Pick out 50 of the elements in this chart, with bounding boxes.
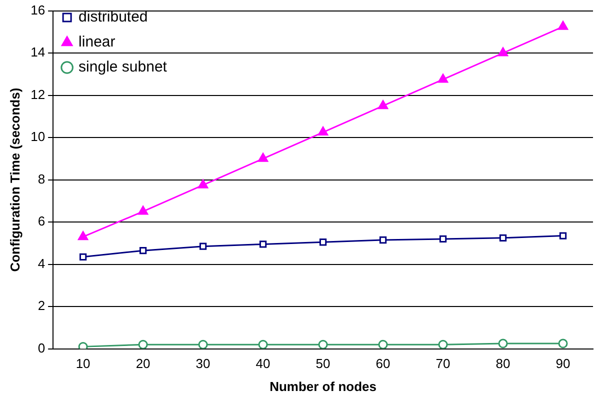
x-tick-label: 90: [556, 356, 570, 372]
x-tick-label: 10: [76, 356, 90, 372]
point: [499, 234, 507, 242]
x-tick-label: 80: [496, 356, 510, 372]
point: [259, 240, 267, 248]
x-tick-label: 20: [136, 356, 150, 372]
x-tick-label: 50: [316, 356, 330, 372]
point: [318, 340, 328, 349]
y-tick-label: 16: [30, 2, 46, 18]
point: [438, 74, 448, 83]
point: [139, 246, 147, 254]
point: [318, 126, 328, 136]
point: [498, 47, 508, 56]
y-tick-label: 8: [38, 171, 46, 186]
point: [78, 342, 88, 349]
x-tick-label: 60: [376, 356, 390, 372]
point: [198, 340, 208, 349]
y-tick-label: 2: [38, 298, 46, 314]
x-tick-label: 30: [196, 356, 210, 372]
y-tick-label: 14: [30, 44, 46, 60]
point: [559, 232, 567, 240]
legend-label: linear: [78, 34, 116, 51]
point: [78, 231, 88, 240]
point: [79, 253, 87, 260]
y-tick-label: 0: [38, 340, 46, 356]
point: [438, 340, 448, 349]
y-axis-title: Configuration Time (seconds): [7, 88, 22, 272]
point: [558, 338, 568, 348]
point: [378, 100, 388, 110]
point: [138, 340, 148, 349]
y-tick-label: 10: [30, 129, 46, 144]
y-tick-label: 12: [30, 86, 46, 102]
point: [138, 206, 148, 215]
point: [378, 340, 388, 349]
legend-label: distributed: [78, 8, 148, 26]
point: [498, 338, 508, 348]
point: [198, 179, 208, 188]
point: [258, 152, 268, 162]
x-tick-label: 70: [436, 356, 450, 372]
point: [558, 20, 568, 30]
y-tick-label: 4: [38, 256, 46, 271]
point: [199, 242, 207, 250]
x-axis-title: Number of nodes: [270, 378, 376, 394]
y-tick-label: 6: [38, 214, 46, 229]
point: [319, 238, 327, 246]
point: [379, 236, 387, 244]
legend-label: single subnet: [78, 58, 168, 76]
point: [439, 235, 447, 243]
point: [258, 340, 268, 349]
x-tick-label: 40: [256, 356, 270, 372]
